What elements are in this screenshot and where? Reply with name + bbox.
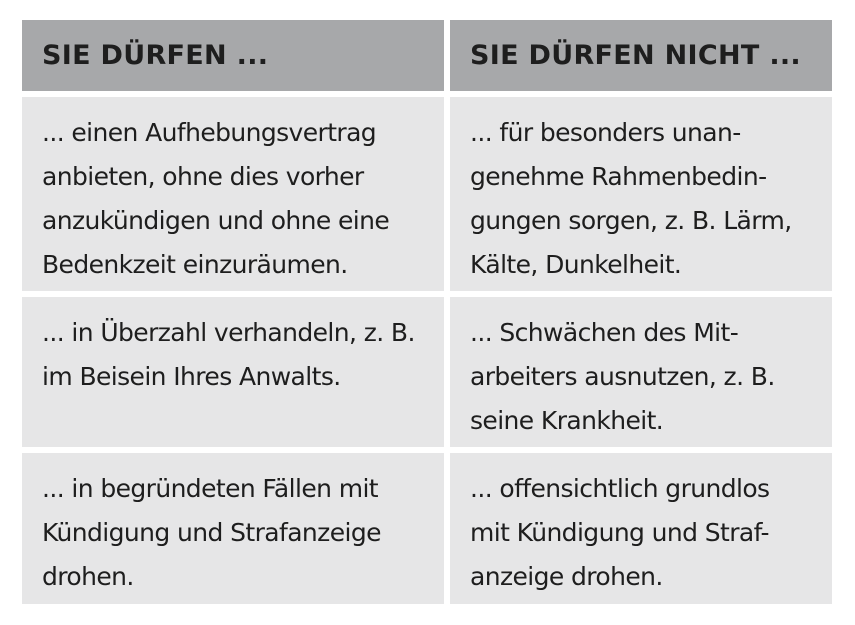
table-cell-not-allowed-2: ... Schwächen des Mit- arbeiters ausnutz… — [450, 297, 832, 447]
text-line: ... in begründeten Fällen mit — [42, 474, 379, 503]
table-cell-not-allowed-3: ... offensichtlich grundlos mit Kündigun… — [450, 453, 832, 604]
table-cell-allowed-2: ... in Überzahl verhandeln, z. B. im Bei… — [22, 297, 444, 447]
text-line: ... offensichtlich grundlos — [470, 474, 770, 503]
text-line: Kündigung und Strafanzeige — [42, 518, 381, 547]
header-not-allowed: SIE DÜRFEN NICHT ... — [450, 20, 832, 91]
text-line: mit Kündigung und Straf- — [470, 518, 770, 547]
text-line: drohen. — [42, 562, 134, 591]
text-line: arbeiters ausnutzen, z. B. — [470, 362, 775, 391]
text-line: anbieten, ohne dies vorher — [42, 162, 364, 191]
header-allowed: SIE DÜRFEN ... — [22, 20, 444, 91]
text-line: im Beisein Ihres Anwalts. — [42, 362, 341, 391]
text-line: Bedenkzeit einzuräumen. — [42, 250, 348, 279]
text-line: ... einen Aufhebungsvertrag — [42, 118, 377, 147]
text-line: Kälte, Dunkelheit. — [470, 250, 682, 279]
text-line: ... Schwächen des Mit- — [470, 318, 739, 347]
text-line: gungen sorgen, z. B. Lärm, — [470, 206, 792, 235]
text-line: ... in Überzahl verhandeln, z. B. — [42, 318, 415, 347]
table-cell-allowed-1: ... einen Aufhebungsvertrag anbieten, oh… — [22, 97, 444, 291]
text-line: ... für besonders unan- — [470, 118, 741, 147]
table-cell-not-allowed-1: ... für besonders unan- genehme Rahmenbe… — [450, 97, 832, 291]
text-line: seine Krankheit. — [470, 406, 664, 435]
text-line: anzukündigen und ohne eine — [42, 206, 390, 235]
text-line: anzeige drohen. — [470, 562, 663, 591]
table-cell-allowed-3: ... in begründeten Fällen mit Kündigung … — [22, 453, 444, 604]
text-line: genehme Rahmenbedin- — [470, 162, 767, 191]
